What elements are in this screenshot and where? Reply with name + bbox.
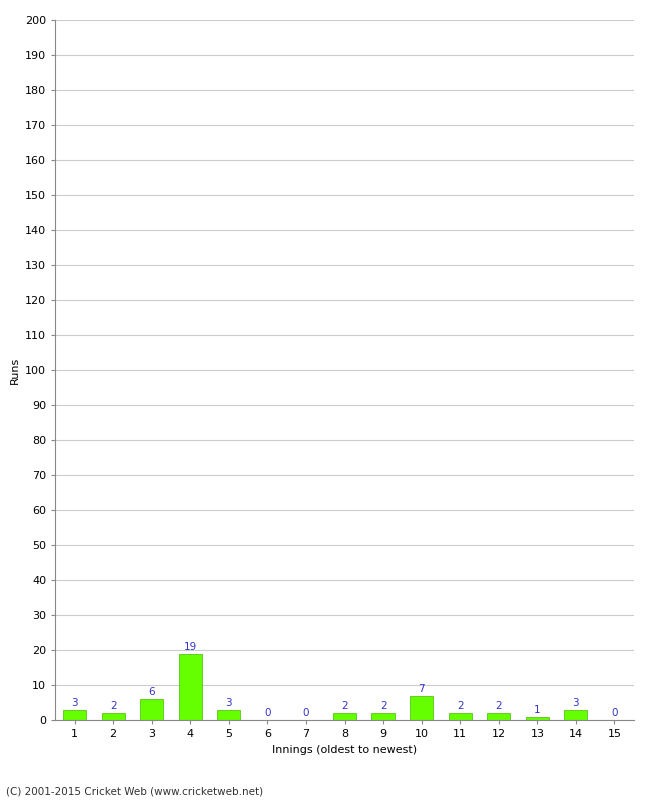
Text: 7: 7 (419, 684, 425, 694)
Text: 2: 2 (380, 702, 386, 711)
Bar (410, 695, 433, 720)
Text: 19: 19 (183, 642, 197, 652)
Bar (488, 713, 510, 720)
Bar (372, 713, 395, 720)
Bar (217, 710, 240, 720)
Text: 2: 2 (110, 702, 116, 711)
Text: 3: 3 (573, 698, 579, 708)
Bar (63, 710, 86, 720)
Bar (101, 713, 125, 720)
Y-axis label: Runs: Runs (10, 356, 20, 384)
Bar (448, 713, 472, 720)
Bar (526, 717, 549, 720)
Text: 3: 3 (72, 698, 78, 708)
Bar (564, 710, 588, 720)
Text: 6: 6 (148, 687, 155, 698)
Text: 2: 2 (457, 702, 463, 711)
Text: 3: 3 (226, 698, 232, 708)
Text: 1: 1 (534, 705, 541, 714)
Bar (333, 713, 356, 720)
Text: 2: 2 (495, 702, 502, 711)
Text: 2: 2 (341, 702, 348, 711)
Text: 0: 0 (611, 708, 618, 718)
Text: 0: 0 (303, 708, 309, 718)
Bar (140, 699, 163, 720)
Text: 0: 0 (264, 708, 270, 718)
Bar (179, 654, 202, 720)
Text: (C) 2001-2015 Cricket Web (www.cricketweb.net): (C) 2001-2015 Cricket Web (www.cricketwe… (6, 786, 264, 796)
X-axis label: Innings (oldest to newest): Innings (oldest to newest) (272, 745, 417, 754)
